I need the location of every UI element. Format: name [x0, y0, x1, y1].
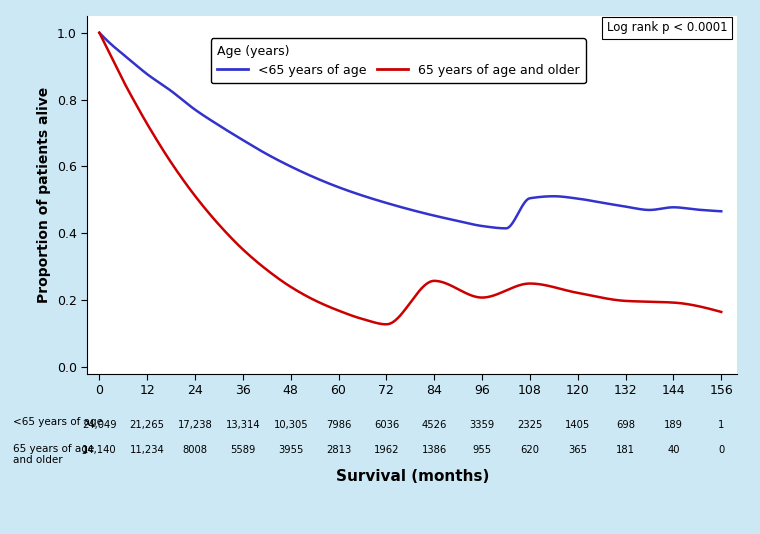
- Legend: <65 years of age, 65 years of age and older: <65 years of age, 65 years of age and ol…: [211, 38, 586, 83]
- Text: 2325: 2325: [518, 420, 543, 430]
- Text: 0: 0: [718, 445, 724, 456]
- Text: 955: 955: [473, 445, 492, 456]
- Text: 3955: 3955: [278, 445, 303, 456]
- Text: 7986: 7986: [326, 420, 351, 430]
- Text: 10,305: 10,305: [274, 420, 308, 430]
- Text: 14,140: 14,140: [82, 445, 117, 456]
- Text: 1: 1: [718, 420, 724, 430]
- Text: 24,049: 24,049: [82, 420, 117, 430]
- Text: 6036: 6036: [374, 420, 399, 430]
- Text: 17,238: 17,238: [178, 420, 212, 430]
- Text: 181: 181: [616, 445, 635, 456]
- Text: 5589: 5589: [230, 445, 255, 456]
- Text: 11,234: 11,234: [130, 445, 165, 456]
- Text: <65 years of age: <65 years of age: [13, 417, 103, 427]
- Y-axis label: Proportion of patients alive: Proportion of patients alive: [37, 87, 52, 303]
- Text: Log rank p < 0.0001: Log rank p < 0.0001: [606, 21, 727, 34]
- Text: 40: 40: [667, 445, 679, 456]
- Text: 13,314: 13,314: [226, 420, 260, 430]
- Text: 620: 620: [521, 445, 540, 456]
- Text: 4526: 4526: [422, 420, 447, 430]
- Text: 189: 189: [664, 420, 683, 430]
- Text: 65 years of age
and older: 65 years of age and older: [13, 444, 94, 465]
- Text: 2813: 2813: [326, 445, 351, 456]
- Text: 8008: 8008: [182, 445, 207, 456]
- Text: 3359: 3359: [470, 420, 495, 430]
- X-axis label: Survival (months): Survival (months): [336, 469, 489, 484]
- Text: 1386: 1386: [422, 445, 447, 456]
- Text: 365: 365: [568, 445, 587, 456]
- Text: 698: 698: [616, 420, 635, 430]
- Text: 1405: 1405: [565, 420, 591, 430]
- Text: 21,265: 21,265: [130, 420, 165, 430]
- Text: 1962: 1962: [374, 445, 399, 456]
